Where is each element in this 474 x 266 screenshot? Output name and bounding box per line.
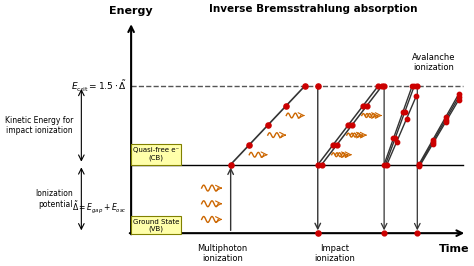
Point (392, 136, 399, 140)
Point (318, 163, 326, 167)
Point (390, 136, 397, 140)
Point (329, 143, 337, 147)
Text: Inverse Bremsstrahlung absorption: Inverse Bremsstrahlung absorption (210, 3, 418, 14)
Point (380, 231, 388, 235)
Point (314, 163, 322, 167)
Point (378, 84, 386, 88)
Text: Avalanche
ionization: Avalanche ionization (412, 53, 456, 72)
Point (227, 163, 235, 167)
Point (416, 161, 423, 166)
Text: Energy: Energy (109, 6, 153, 15)
Point (455, 95, 463, 99)
Point (413, 84, 421, 88)
Point (380, 84, 388, 88)
Point (348, 123, 356, 127)
Point (246, 143, 253, 147)
Point (455, 98, 463, 102)
Point (380, 163, 388, 167)
Point (428, 140, 436, 144)
Point (314, 84, 321, 88)
Text: Time: Time (438, 244, 469, 254)
Point (301, 84, 309, 88)
Point (410, 84, 418, 88)
Point (393, 140, 401, 144)
Point (283, 103, 290, 108)
Point (428, 142, 436, 146)
Point (442, 118, 449, 122)
Text: Impact
ionization: Impact ionization (314, 244, 355, 263)
Point (403, 117, 410, 121)
Point (455, 92, 463, 96)
Point (412, 94, 420, 98)
Point (383, 163, 391, 167)
Point (428, 138, 436, 143)
Point (382, 163, 389, 167)
Point (264, 123, 272, 127)
FancyBboxPatch shape (131, 217, 181, 234)
Point (442, 115, 449, 119)
Text: Ground State
(VB): Ground State (VB) (133, 219, 179, 232)
Text: Kinetic Energy for
impact ionization: Kinetic Energy for impact ionization (5, 116, 73, 135)
Text: Multiphoton
ionization: Multiphoton ionization (197, 244, 247, 263)
Point (408, 84, 416, 88)
FancyBboxPatch shape (131, 144, 181, 165)
Point (363, 103, 371, 108)
Text: $E_{\rm crit} = 1.5 \cdot \tilde{\Delta}$: $E_{\rm crit} = 1.5 \cdot \tilde{\Delta}… (71, 78, 127, 94)
Point (333, 143, 340, 147)
Text: Ionization
potential: Ionization potential (35, 189, 73, 209)
Point (416, 163, 423, 167)
Point (359, 103, 367, 108)
Point (374, 84, 382, 88)
Point (413, 231, 421, 235)
Point (401, 110, 409, 114)
Text: $\tilde{\Delta} = E_{gap} + E_{osc}$: $\tilde{\Delta} = E_{gap} + E_{osc}$ (72, 199, 127, 215)
Point (399, 110, 407, 114)
Point (416, 164, 423, 169)
Point (442, 120, 449, 124)
Point (314, 231, 321, 235)
Text: Quasi-free e⁻
(CB): Quasi-free e⁻ (CB) (133, 147, 179, 161)
Point (344, 123, 352, 127)
